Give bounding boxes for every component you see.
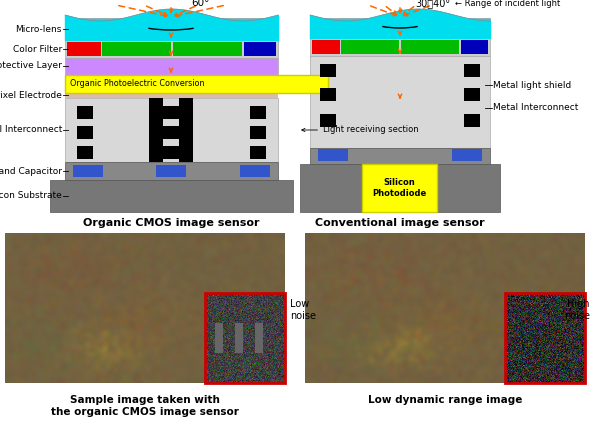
Text: Light receiving section: Light receiving section: [302, 125, 418, 135]
Bar: [67, 42, 100, 56]
Bar: [505, 293, 585, 383]
Text: High
noise: High noise: [564, 299, 590, 321]
Bar: [65, 75, 328, 93]
Bar: [464, 88, 480, 101]
Bar: [320, 88, 336, 101]
Bar: [65, 162, 278, 180]
Bar: [173, 42, 242, 56]
Text: Metal light shield: Metal light shield: [493, 81, 571, 89]
Bar: [179, 98, 193, 162]
Bar: [65, 40, 278, 58]
Bar: [312, 40, 340, 54]
Text: Organic Photoelectric Conversion: Organic Photoelectric Conversion: [70, 79, 204, 89]
Bar: [318, 149, 348, 161]
Bar: [65, 18, 278, 40]
Bar: [362, 164, 437, 212]
Text: ← Range of incident light: ← Range of incident light: [455, 0, 560, 8]
Bar: [250, 146, 266, 159]
Text: Low dynamic range image: Low dynamic range image: [368, 395, 522, 405]
Text: Protective Layer: Protective Layer: [0, 62, 62, 70]
Bar: [310, 18, 490, 38]
Bar: [73, 165, 103, 177]
Bar: [320, 64, 336, 77]
Bar: [310, 56, 490, 59]
Text: Organic CMOS image sensor: Organic CMOS image sensor: [83, 218, 259, 228]
Text: Sample image taken with
the organic CMOS image sensor: Sample image taken with the organic CMOS…: [51, 395, 239, 417]
Bar: [205, 293, 285, 383]
Bar: [77, 146, 93, 159]
Bar: [163, 106, 179, 119]
Bar: [401, 40, 459, 54]
Bar: [300, 164, 500, 212]
Text: Silicon Substrate: Silicon Substrate: [0, 192, 62, 200]
Bar: [310, 56, 490, 148]
Text: Pixel Electrode: Pixel Electrode: [0, 90, 62, 100]
Bar: [240, 165, 270, 177]
Bar: [250, 106, 266, 119]
Bar: [461, 40, 488, 54]
Bar: [102, 42, 170, 56]
Bar: [243, 42, 276, 56]
Text: Conventional image sensor: Conventional image sensor: [315, 218, 485, 228]
Text: Transistor and Capacitor: Transistor and Capacitor: [0, 167, 62, 176]
Bar: [77, 126, 93, 139]
Text: Micro-lens: Micro-lens: [15, 24, 62, 33]
Text: Color Filter: Color Filter: [13, 44, 62, 54]
Bar: [163, 126, 179, 139]
Bar: [320, 114, 336, 127]
Text: Silicon
Photodiode: Silicon Photodiode: [372, 179, 426, 197]
Text: 60°: 60°: [191, 0, 209, 8]
Bar: [464, 64, 480, 77]
Bar: [156, 165, 186, 177]
Text: Metal Interconnect: Metal Interconnect: [493, 103, 579, 113]
Bar: [77, 106, 93, 119]
Bar: [310, 148, 490, 164]
Bar: [163, 146, 179, 159]
Bar: [65, 98, 278, 162]
Bar: [452, 149, 482, 161]
Bar: [65, 93, 278, 98]
Text: Low
noise: Low noise: [290, 299, 316, 321]
Bar: [65, 58, 278, 75]
Bar: [310, 38, 490, 56]
Bar: [50, 180, 293, 212]
Bar: [464, 114, 480, 127]
Text: Metal Interconnect: Metal Interconnect: [0, 125, 62, 135]
Bar: [250, 126, 266, 139]
Bar: [149, 98, 163, 162]
Text: 30～40°: 30～40°: [415, 0, 450, 8]
Bar: [341, 40, 399, 54]
